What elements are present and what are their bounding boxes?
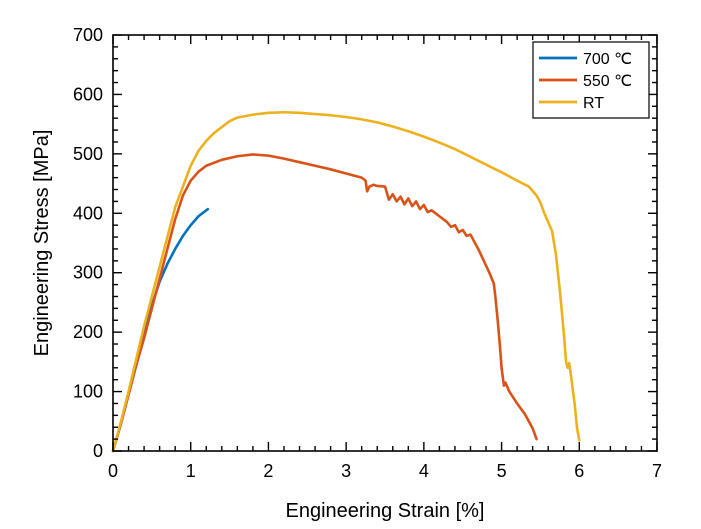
legend: 700 ℃ 550 ℃ RT <box>532 41 650 119</box>
x-tick-label: 4 <box>419 461 429 481</box>
x-tick-label: 1 <box>186 461 196 481</box>
x-tick-label: 7 <box>652 461 662 481</box>
series-line <box>111 153 538 453</box>
series-line <box>111 110 581 453</box>
plot-frame <box>112 34 658 452</box>
legend-label: 550 ℃ <box>583 73 632 90</box>
y-tick-labels: 0 100 200 300 400 500 600 700 <box>73 25 103 461</box>
y-tick-label: 0 <box>93 441 103 461</box>
y-axis-title: Engineering Stress [MPa] <box>31 130 53 357</box>
y-tick-label: 400 <box>73 203 103 223</box>
legend-label: 700 ℃ <box>583 51 632 68</box>
x-tick-label: 2 <box>263 461 273 481</box>
x-axis-title: Engineering Strain [%] <box>285 500 484 522</box>
y-tick-label: 700 <box>73 25 103 45</box>
x-tick-label: 0 <box>108 461 118 481</box>
y-tick-label: 100 <box>73 382 103 402</box>
legend-label: RT <box>583 95 604 112</box>
y-tick-label: 300 <box>73 263 103 283</box>
y-tick-label: 200 <box>73 322 103 342</box>
y-tick-label: 500 <box>73 144 103 164</box>
x-tick-label: 3 <box>341 461 351 481</box>
series-layer <box>111 110 581 453</box>
x-tick-labels: 0 1 2 3 4 5 6 7 <box>108 461 662 481</box>
x-tick-label: 5 <box>497 461 507 481</box>
y-tick-label: 600 <box>73 84 103 104</box>
x-tick-label: 6 <box>574 461 584 481</box>
